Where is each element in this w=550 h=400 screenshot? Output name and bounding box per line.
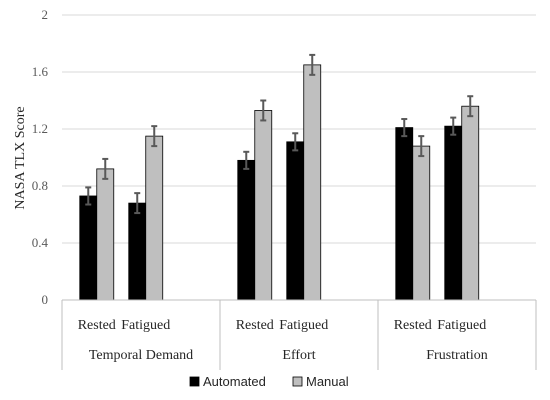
- legend-swatch-automated: [189, 376, 200, 387]
- legend: Automated Manual: [189, 374, 349, 389]
- category-label: Fatigued: [121, 318, 170, 333]
- legend-label: Automated: [203, 374, 266, 389]
- bar-automated: [79, 195, 98, 301]
- error-bars: [85, 53, 474, 215]
- bars: [79, 64, 480, 301]
- legend-swatch-manual: [292, 376, 303, 387]
- category-label: Fatigued: [437, 318, 486, 333]
- category-label: Rested: [394, 318, 432, 333]
- bar-automated: [237, 159, 256, 301]
- bar-manual: [145, 135, 164, 301]
- bar-automated: [128, 202, 147, 301]
- legend-label: Manual: [306, 374, 349, 389]
- category-label: Rested: [236, 318, 274, 333]
- y-tick-label: 0.8: [32, 178, 48, 193]
- y-tick-label: 1.2: [32, 121, 48, 136]
- group-label: Frustration: [426, 348, 487, 363]
- group-label: Effort: [282, 348, 315, 363]
- y-axis-ticks: 0 0.4 0.8 1.2 1.6 2: [32, 7, 49, 307]
- y-axis-title: NASA TLX Score: [13, 106, 28, 209]
- group-label: Temporal Demand: [89, 348, 193, 363]
- bar-manual: [461, 105, 480, 301]
- category-label: Rested: [78, 318, 116, 333]
- bar-manual: [96, 168, 115, 301]
- y-tick-label: 0.4: [32, 235, 49, 250]
- bar-manual: [303, 64, 322, 301]
- bar-automated: [444, 125, 463, 301]
- bar-automated: [395, 127, 414, 301]
- category-label: Fatigued: [279, 318, 328, 333]
- y-tick-label: 1.6: [32, 64, 49, 79]
- x-axis: Rested Fatigued Temporal Demand Rested Fatig…: [61, 299, 537, 370]
- bar-automated: [286, 141, 305, 301]
- y-tick-label: 2: [42, 7, 49, 22]
- y-tick-label: 0: [42, 292, 49, 307]
- bar-manual: [254, 110, 273, 301]
- bar-manual: [412, 145, 431, 301]
